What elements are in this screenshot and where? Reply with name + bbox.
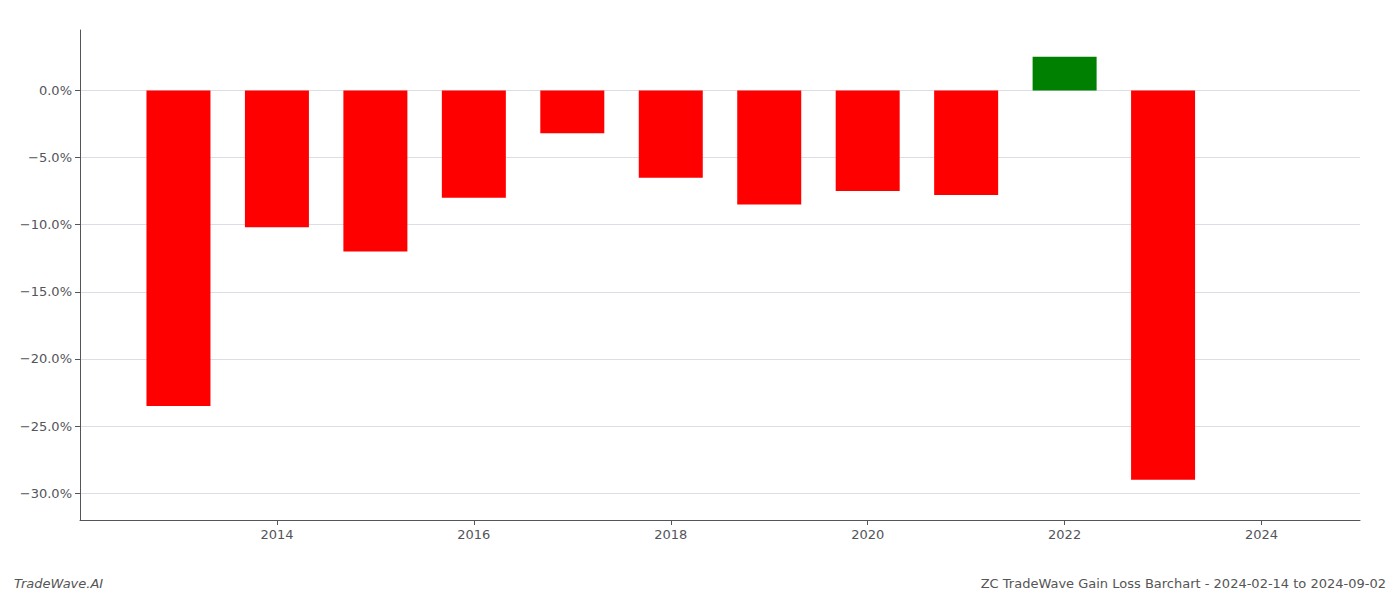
svg-text:−20.0%: −20.0% [20,351,72,366]
svg-text:−10.0%: −10.0% [20,217,72,232]
svg-text:2014: 2014 [260,527,293,542]
svg-text:2022: 2022 [1048,527,1081,542]
svg-text:TradeWave.AI: TradeWave.AI [14,576,103,591]
svg-text:−25.0%: −25.0% [20,419,72,434]
svg-text:0.0%: 0.0% [39,83,72,98]
svg-text:−15.0%: −15.0% [20,284,72,299]
svg-text:2020: 2020 [851,527,884,542]
svg-text:−5.0%: −5.0% [28,150,72,165]
svg-text:ZC TradeWave Gain Loss Barchar: ZC TradeWave Gain Loss Barchart - 2024-0… [981,576,1386,591]
svg-text:2018: 2018 [654,527,687,542]
svg-text:2024: 2024 [1245,527,1278,542]
svg-text:2016: 2016 [457,527,490,542]
svg-text:−30.0%: −30.0% [20,486,72,501]
